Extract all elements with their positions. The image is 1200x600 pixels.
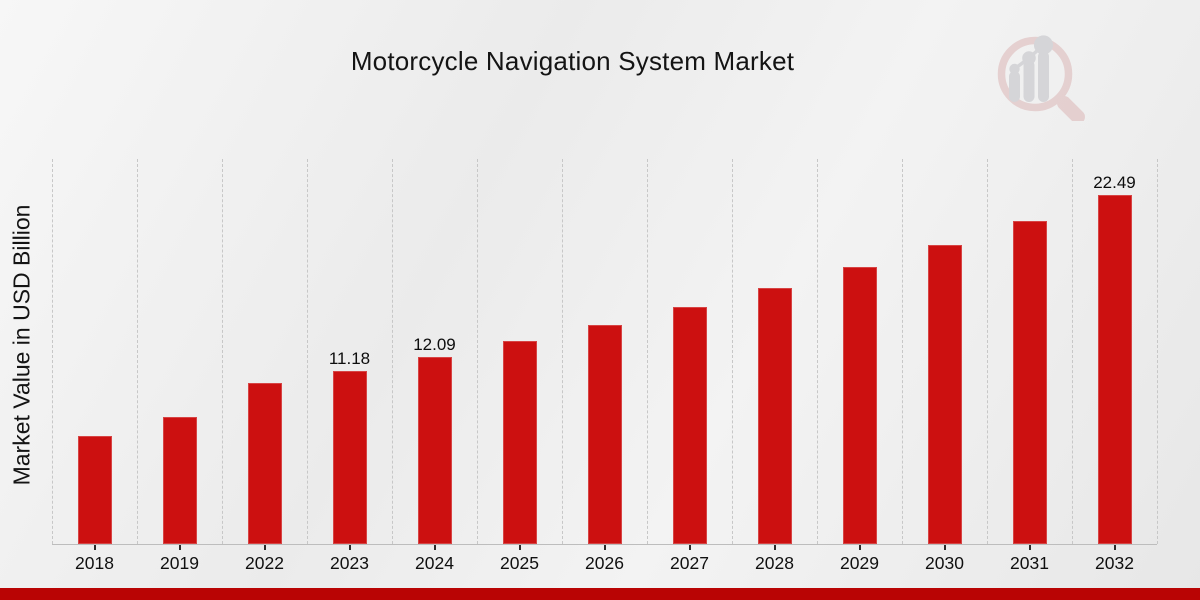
x-axis-tick [93,545,96,550]
y-axis-label: Market Value in USD Billion [8,204,35,486]
x-axis-tick [178,545,181,550]
x-tick-label: 2019 [160,553,199,573]
bar-value-label: 11.18 [328,348,371,368]
x-tick-label: 2029 [840,553,879,573]
bar [502,341,537,544]
gridline [902,159,903,544]
x-tick-label: 2024 [415,553,454,573]
bar [672,307,707,544]
mrfr-logo-watermark [997,35,1085,121]
x-axis-tick [433,545,436,550]
bar [587,324,622,544]
x-axis-tick [603,545,606,550]
magnifier-icon [997,36,1085,121]
bar [1012,221,1047,544]
x-tick-label: 2022 [245,553,284,573]
x-axis-tick [773,545,776,550]
gridline [52,159,53,544]
gridline [1157,159,1158,544]
x-tick-label: 2026 [585,553,624,573]
bar [77,436,112,544]
bar [927,245,962,544]
bar-chart-glyph-icon [1009,35,1054,102]
gridline [307,159,308,544]
x-axis-tick [858,545,861,550]
gridline [987,159,988,544]
chart-title: Motorcycle Navigation System Market [350,46,795,76]
gridline [1072,159,1073,544]
gridline [817,159,818,544]
gridline [137,159,138,544]
gridline [647,159,648,544]
x-tick-label: 2023 [330,553,369,573]
x-tick-label: 2027 [670,553,709,573]
gridline [392,159,393,544]
x-tick-label: 2028 [755,553,794,573]
bar [757,288,792,544]
gridline [732,159,733,544]
bar [332,370,367,544]
x-axis-tick [1028,545,1031,550]
bar-value-label: 22.49 [1093,173,1136,193]
x-axis-tick [518,545,521,550]
x-tick-label: 2025 [500,553,539,573]
x-axis-tick [1113,545,1116,550]
x-tick-label: 2031 [1010,553,1049,573]
gridline [477,159,478,544]
gridline [222,159,223,544]
bar [842,267,877,544]
bar [417,356,452,544]
bar [162,417,197,544]
x-tick-label: 2032 [1095,553,1134,573]
plot-area: 2018 2019 2022 2023 11.18 2024 12.09 2025 2026 20… [52,159,1158,573]
footer-accent-band [0,588,1200,600]
gridline [562,159,563,544]
x-tick-label: 2030 [925,553,964,573]
bar-value-label: 12.09 [413,334,456,354]
bar [1097,195,1132,544]
bar [247,383,282,544]
x-axis-tick [263,545,266,550]
x-axis-tick [943,545,946,550]
x-tick-label: 2018 [75,553,114,573]
x-axis-tick [348,545,351,550]
x-axis-tick [688,545,691,550]
